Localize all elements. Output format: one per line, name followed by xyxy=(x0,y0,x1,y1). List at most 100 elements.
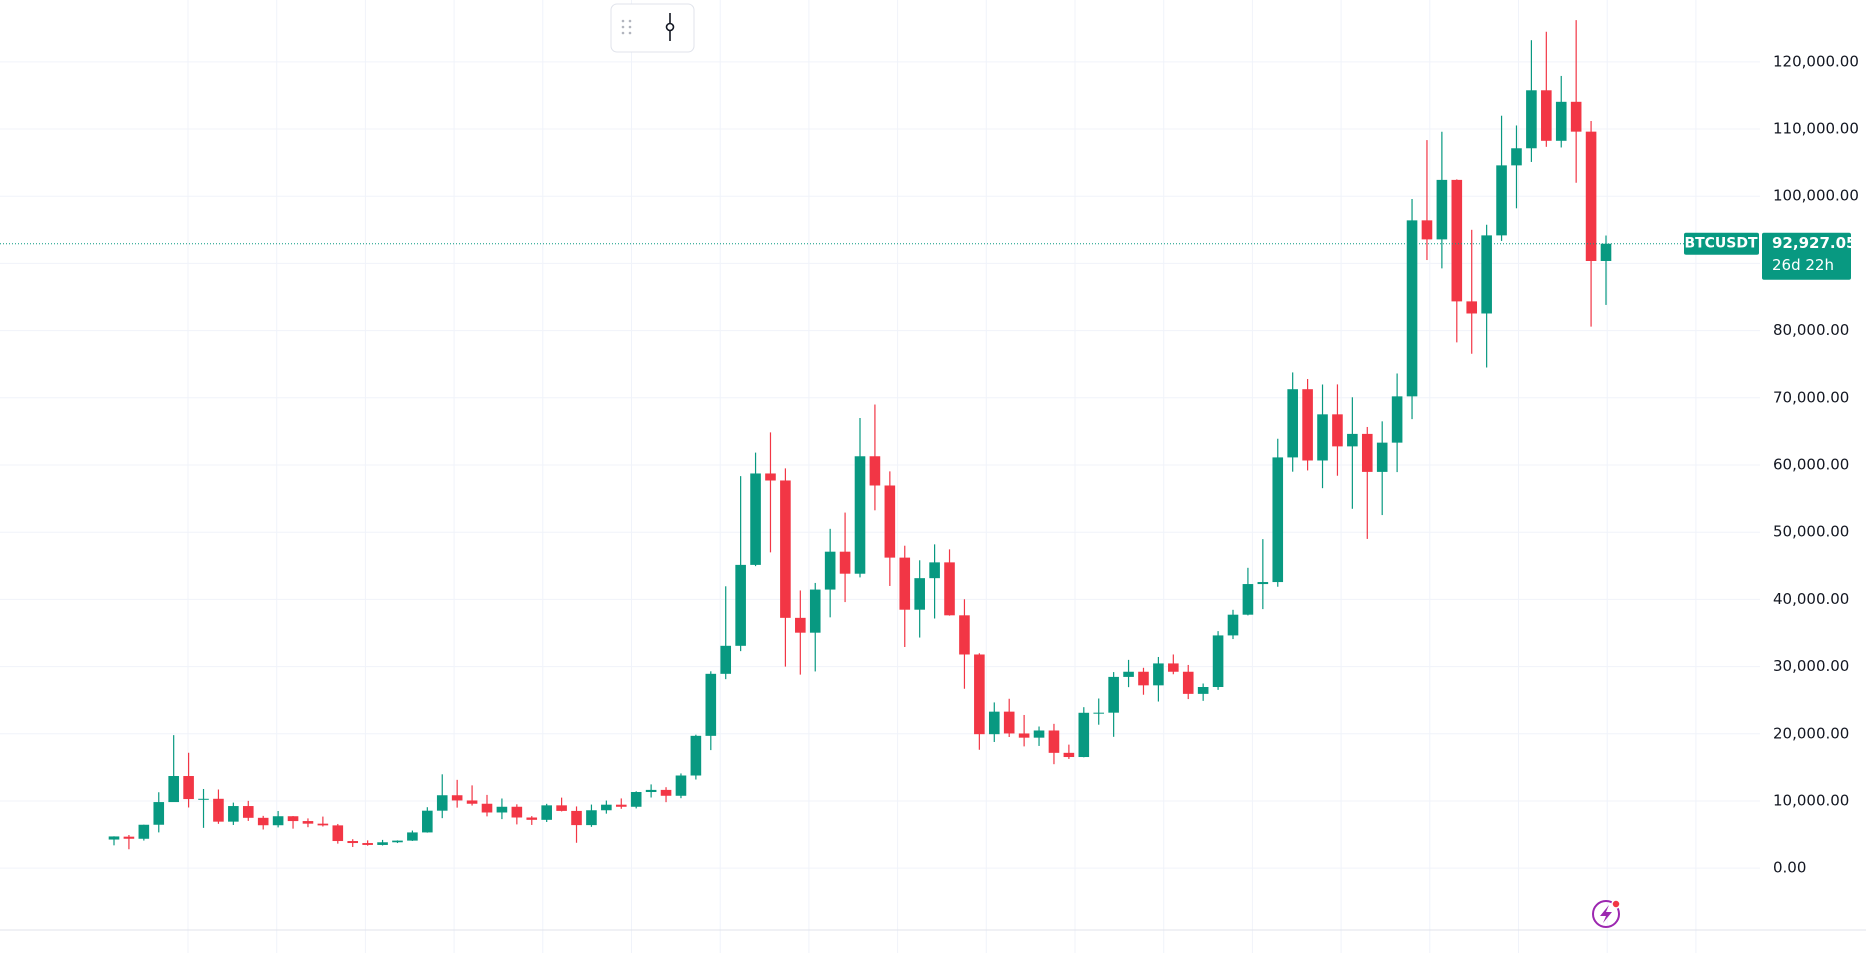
candle-body xyxy=(1421,220,1433,240)
candle-body xyxy=(1585,131,1597,261)
candle-body xyxy=(1018,733,1030,738)
candle-body xyxy=(108,836,120,840)
candle-body xyxy=(884,485,896,558)
candle-body xyxy=(765,473,776,481)
candle-body xyxy=(1272,457,1284,583)
candle-body xyxy=(1033,730,1045,738)
candle-body xyxy=(571,810,582,826)
symbol-label: BTCUSDT xyxy=(1684,236,1758,252)
candle-body xyxy=(795,617,806,633)
candle-body xyxy=(138,824,150,839)
y-tick-label: 40,000.00 xyxy=(1773,590,1849,608)
candles xyxy=(0,20,1760,850)
candle-body xyxy=(1287,389,1298,458)
y-tick-label: 10,000.00 xyxy=(1773,791,1849,809)
candle-body xyxy=(332,825,344,842)
drag-handle[interactable] xyxy=(621,19,632,35)
candle-body xyxy=(615,804,627,807)
candle-body xyxy=(705,673,717,736)
candle-body xyxy=(1436,179,1448,240)
candle-body xyxy=(347,841,359,844)
candle-body xyxy=(1257,582,1269,585)
candle-body xyxy=(1302,389,1313,461)
candle-body xyxy=(1406,220,1418,397)
candle-body xyxy=(660,789,672,796)
candle-body xyxy=(899,557,911,610)
candle-body xyxy=(1153,663,1164,686)
candle-body xyxy=(1332,414,1343,447)
candle-body xyxy=(839,551,851,574)
candle-body xyxy=(123,836,135,839)
candle-body xyxy=(511,806,523,818)
candle-body xyxy=(272,816,284,826)
price-badge xyxy=(1762,232,1851,280)
candle-body xyxy=(302,821,314,824)
candle-body xyxy=(974,654,985,735)
candle-body xyxy=(1526,90,1537,149)
y-tick-label: 80,000.00 xyxy=(1773,321,1849,339)
y-tick-label: 60,000.00 xyxy=(1773,456,1849,474)
y-tick-label: 120,000.00 xyxy=(1773,52,1859,70)
candle-body xyxy=(1212,635,1224,688)
y-tick-label: 20,000.00 xyxy=(1773,724,1849,742)
y-tick-label: 100,000.00 xyxy=(1773,187,1859,205)
price-axis: 0.00 10,000.00 20,000.00 30,000.00 40,000.00… xyxy=(1684,52,1859,877)
candle-body xyxy=(1376,442,1388,472)
candle-body xyxy=(1466,301,1478,314)
candle-body xyxy=(242,806,254,818)
drawing-toolbar[interactable] xyxy=(610,3,695,53)
candle-body xyxy=(1391,396,1403,443)
candle-body xyxy=(1003,711,1015,734)
candle-body xyxy=(1227,614,1239,636)
candle-body xyxy=(675,775,687,796)
candle-body xyxy=(213,798,224,822)
candle-body xyxy=(407,832,418,841)
candle-body xyxy=(1123,671,1134,677)
candle-body xyxy=(1541,90,1552,141)
candle-body xyxy=(1317,414,1328,461)
candle-body xyxy=(317,823,329,826)
candle-body xyxy=(914,578,925,610)
candle-body xyxy=(735,564,746,646)
candle-body xyxy=(1451,179,1463,302)
candle-body xyxy=(1093,712,1105,714)
y-tick-label: 0.00 xyxy=(1773,859,1806,877)
y-tick-label: 30,000.00 xyxy=(1773,657,1849,675)
candle-body xyxy=(556,805,567,811)
candle-body xyxy=(1570,101,1582,132)
candle-body xyxy=(451,795,463,801)
symbol-badge xyxy=(1684,232,1759,255)
last-price-label: 92,927.05 xyxy=(1772,234,1856,252)
candle-body xyxy=(1361,433,1373,472)
candle-body xyxy=(1511,148,1522,166)
candle-body xyxy=(1347,433,1358,447)
candle-body xyxy=(630,792,642,807)
candle-body xyxy=(168,776,179,803)
candle-body xyxy=(1138,671,1149,686)
candle-body xyxy=(1063,752,1075,758)
candle-body xyxy=(1481,235,1492,314)
y-tick-label: 110,000.00 xyxy=(1773,120,1859,138)
candle-body xyxy=(988,711,1000,735)
candle-body xyxy=(183,776,194,800)
y-tick-label: 50,000.00 xyxy=(1773,523,1849,541)
candle-body xyxy=(1197,686,1209,694)
candle-body xyxy=(944,562,955,616)
candle-body xyxy=(436,795,448,811)
candle-body xyxy=(929,562,940,579)
candle-body xyxy=(869,456,881,486)
lightning-icon[interactable] xyxy=(1592,899,1621,928)
candle-body xyxy=(1078,712,1090,758)
candle-body xyxy=(750,473,761,565)
candle-body xyxy=(1496,165,1507,236)
candle-body xyxy=(780,480,791,618)
toolbar-box xyxy=(610,3,695,53)
candle-body xyxy=(645,789,657,793)
candle-body xyxy=(601,804,612,811)
candle-body xyxy=(959,615,970,655)
cursor-tool[interactable] xyxy=(665,13,675,41)
candle-body xyxy=(1108,676,1119,713)
candle-body xyxy=(1168,663,1179,672)
candle-body xyxy=(541,805,552,820)
